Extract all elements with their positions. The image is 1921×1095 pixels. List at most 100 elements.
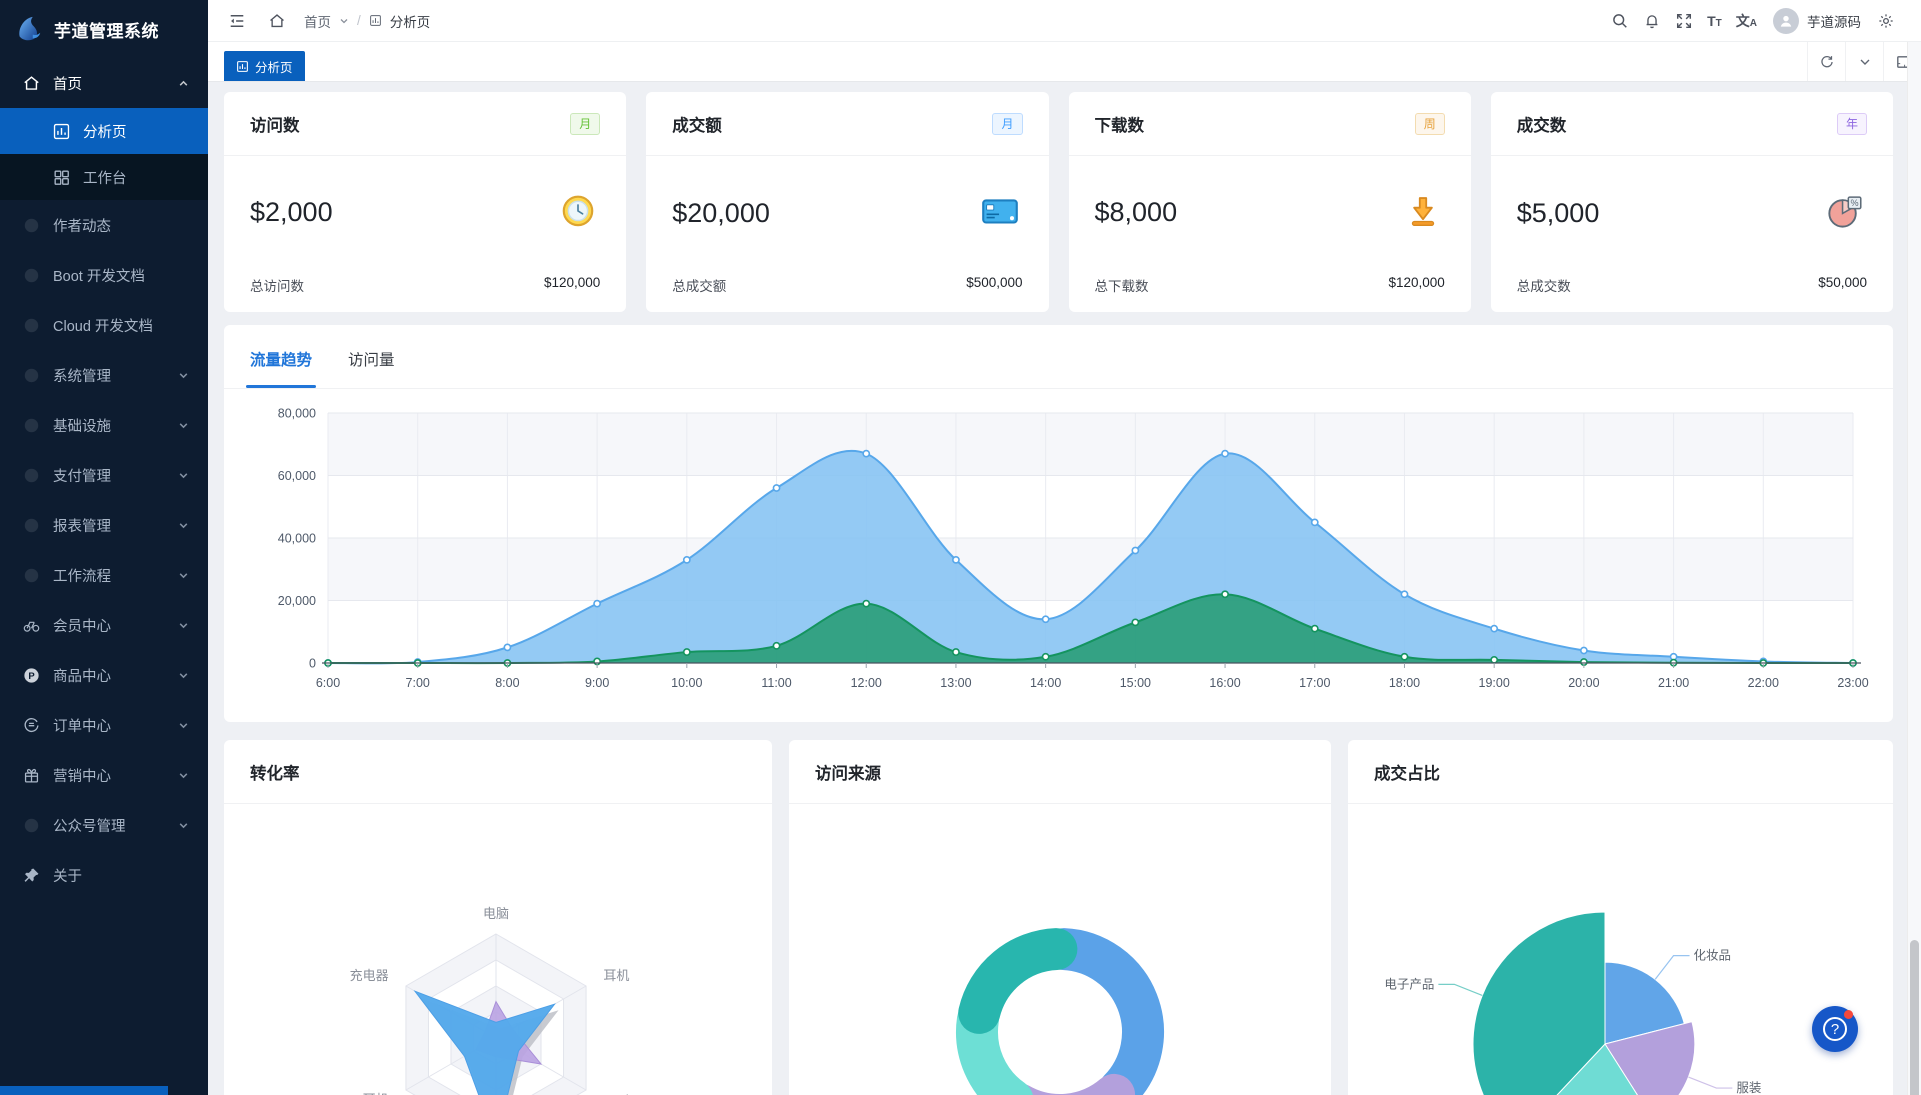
settings-gear-icon[interactable] (1873, 8, 1899, 34)
sidebar-item-基础设施[interactable]: 基础设施 (0, 400, 208, 450)
tab-traffic-trend[interactable]: 流量趋势 (245, 348, 317, 388)
chevron-down-icon (178, 820, 190, 831)
sidebar-item-公众号管理[interactable]: 公众号管理 (0, 800, 208, 850)
sidebar-item-系统管理[interactable]: 系统管理 (0, 350, 208, 400)
x-axis-label: 11:00 (761, 676, 791, 690)
search-icon[interactable] (1607, 8, 1633, 34)
top-header: 首页 / 分析页 (208, 0, 1921, 42)
stat-card-footer-label: 总成交数 (1516, 279, 1571, 294)
scrollbar-track[interactable] (1907, 42, 1921, 1095)
sidebar-item-支付管理[interactable]: 支付管理 (0, 450, 208, 500)
sidebar-item-label: 基础设施 (53, 418, 111, 435)
notification-bell-icon[interactable] (1639, 8, 1665, 34)
fullscreen-icon[interactable] (1671, 8, 1697, 34)
donut-slice[interactable] (1042, 928, 1164, 1095)
sidebar-item-分析页[interactable]: 分析页 (0, 108, 208, 154)
visit-source-donut-chart[interactable] (789, 804, 1331, 1095)
chevron-down-icon (178, 770, 190, 781)
bar-chart-icon (237, 60, 248, 72)
tab-analysis-page[interactable]: 分析页 (224, 51, 305, 81)
sidebar-item-报表管理[interactable]: 报表管理 (0, 500, 208, 550)
stat-card-footer-value: $50,000 (1818, 275, 1867, 290)
sidebar-item-会员中心[interactable]: 会员中心 (0, 600, 208, 650)
bar-chart-icon (369, 15, 381, 26)
radar-axis-label: 充电器 (350, 968, 389, 983)
x-axis-label: 18:00 (1389, 676, 1420, 690)
donut-slice[interactable] (958, 928, 1078, 1034)
x-axis-label: 9:00 (585, 676, 609, 690)
user-menu[interactable]: 芋道源码 (1767, 7, 1867, 34)
sidebar-item-关于[interactable]: 关于 (0, 850, 208, 900)
stat-card-value: $20,000 (672, 198, 770, 228)
radar-blue-series (413, 990, 556, 1095)
pie-slice-label: 服装 (1736, 1081, 1761, 1095)
sidebar-item-label: 订单中心 (53, 718, 111, 735)
chevron-up-icon (178, 78, 190, 89)
sidebar-item-商品中心[interactable]: P 商品中心 (0, 650, 208, 700)
stat-card-footer-value: $500,000 (966, 275, 1023, 290)
e-circle-icon (22, 716, 41, 735)
pie-slice-unlabeled[interactable] (1528, 1043, 1665, 1095)
dot-icon (22, 566, 41, 585)
pie-slice-电子产品[interactable] (1472, 911, 1606, 1095)
x-axis-label: 13:00 (940, 676, 971, 690)
sidebar-item-Cloud 开发文档[interactable]: Cloud 开发文档 (0, 300, 208, 350)
sidebar-submenu: 分析页 工作台 (0, 108, 208, 200)
pie-slice-化妆品[interactable] (1604, 961, 1685, 1045)
stat-card-footer-value: $120,000 (543, 275, 601, 290)
sidebar-item-订单中心[interactable]: 订单中心 (0, 700, 208, 750)
scrollbar-thumb[interactable] (1910, 940, 1919, 1095)
tab-bar: 分析页 (208, 42, 1921, 82)
conversion-rate-panel: 转化率 电脑耳机Ipad手机耳机充电器 (224, 740, 772, 1095)
period-badge: 年 (1836, 112, 1867, 135)
stat-card-title: 下载数 (1094, 116, 1145, 135)
help-button[interactable]: ? (1812, 1006, 1858, 1052)
pie-slice-服装[interactable] (1604, 1021, 1696, 1095)
radar-axis-label: Ipad (603, 1092, 628, 1095)
p-circle-icon: P (22, 666, 41, 685)
grid-icon (52, 168, 71, 187)
traffic-trend-chart[interactable]: 0 20,000 40,000 60,000 80,000 6:00 7:00 8:00 9:0… (224, 389, 1893, 709)
sidebar-item-工作流程[interactable]: 工作流程 (0, 550, 208, 600)
sidebar-item-作者动态[interactable]: 作者动态 (0, 200, 208, 250)
sidebar-footer-bar[interactable] (0, 1086, 168, 1095)
sidebar-item-label: 关于 (53, 868, 82, 885)
x-axis-label: 10:00 (671, 676, 702, 690)
font-size-icon[interactable]: TT (1707, 12, 1722, 29)
sidebar: 芋道管理系统 首页分析页 工作台 作者动态 Boot 开发文档 Cloud 开发文档 系统… (0, 0, 208, 1095)
stat-cards-row: 访问数 月 $2,000 总访问数 $120,000 成交额 月 $20,000 总成交额 $50… (224, 92, 1893, 312)
stat-card-成交数: 成交数 年 $5,000% 总成交数 $50,000 (1490, 92, 1893, 312)
x-axis-label: 17:00 (1299, 676, 1330, 690)
chevron-down-icon (178, 470, 190, 481)
traffic-trend-panel: 流量趋势 访问量 0 20,000 40,000 60,000 80,000 6:00 7:… (224, 325, 1893, 722)
conversion-radar-chart[interactable]: 电脑耳机Ipad手机耳机充电器 (224, 804, 772, 1095)
svg-text:P: P (28, 670, 35, 681)
dot-icon (22, 816, 41, 835)
avatar (1773, 7, 1799, 34)
y-axis-label: 60,000 (278, 469, 316, 483)
home-icon[interactable] (264, 8, 290, 34)
gift-icon (22, 766, 41, 785)
locale-icon[interactable]: 文A (1735, 12, 1757, 29)
tab-visits[interactable]: 访问量 (348, 352, 395, 369)
x-axis-label: 7:00 (406, 676, 430, 690)
sidebar-item-label: 首页 (53, 76, 82, 93)
stat-card-footer-label: 总下载数 (1094, 279, 1149, 294)
period-badge: 月 (992, 112, 1023, 135)
sidebar-item-Boot 开发文档[interactable]: Boot 开发文档 (0, 250, 208, 300)
sidebar-item-营销中心[interactable]: 营销中心 (0, 750, 208, 800)
trend-tabs: 流量趋势 访问量 (224, 325, 1893, 389)
refresh-icon[interactable] (1807, 42, 1845, 81)
menu-fold-icon[interactable] (224, 8, 250, 34)
dot-icon (22, 466, 41, 485)
tab-options-chevron-icon[interactable] (1845, 42, 1883, 81)
logo[interactable]: 芋道管理系统 (0, 0, 208, 58)
sidebar-item-label: 商品中心 (53, 668, 111, 685)
breadcrumb-item-current[interactable]: 分析页 (389, 14, 431, 30)
sidebar-item-工作台[interactable]: 工作台 (0, 154, 208, 200)
visit-source-panel: 访问来源 (789, 740, 1331, 1095)
sidebar-item-首页[interactable]: 首页 (0, 58, 208, 108)
sidebar-item-label: 工作流程 (53, 568, 111, 585)
breadcrumb-item-home[interactable]: 首页 (304, 14, 331, 30)
